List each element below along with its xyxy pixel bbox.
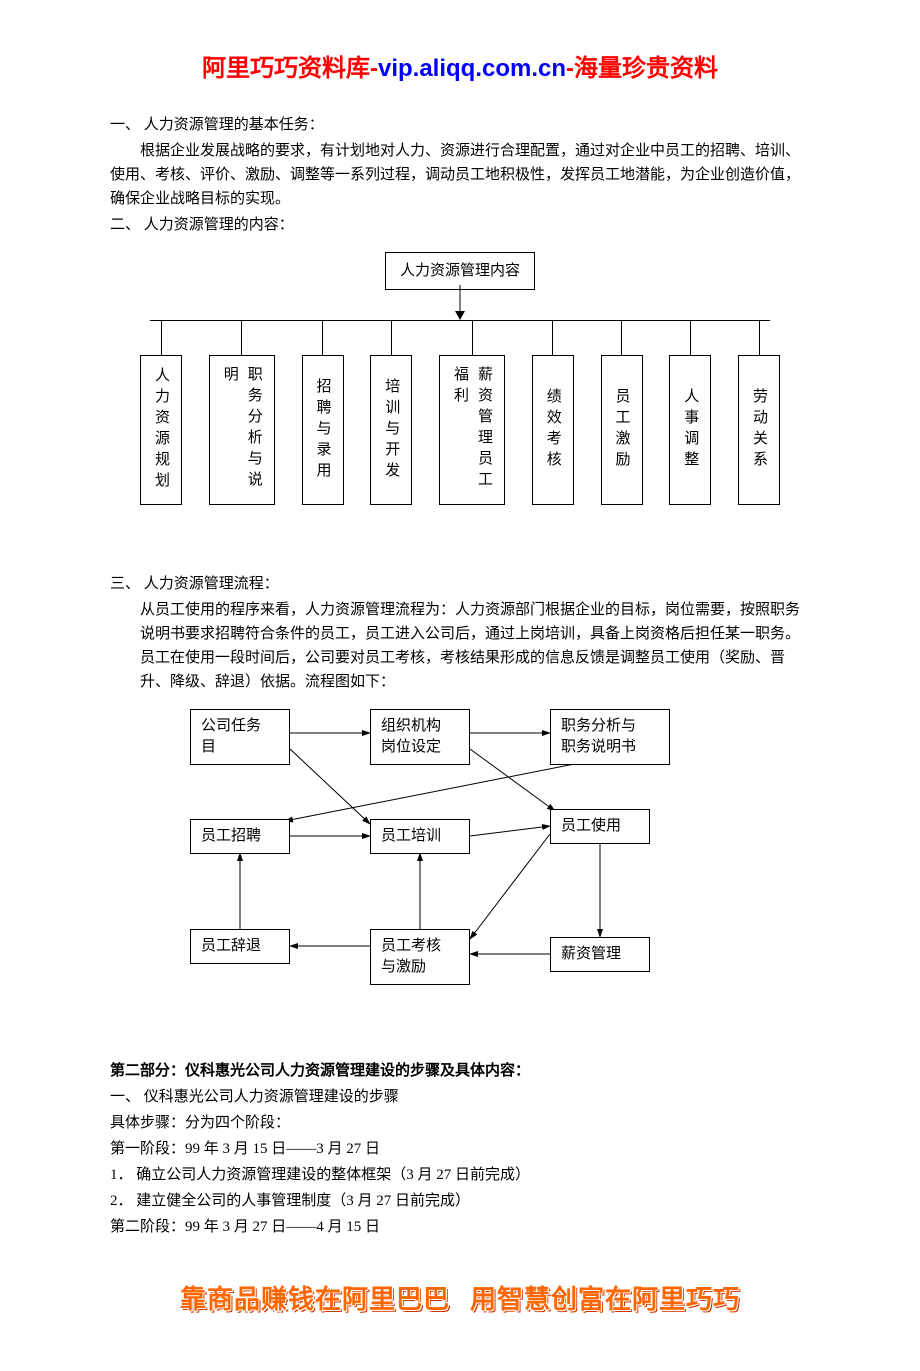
org-item-wrap: 员工激励 <box>601 320 643 505</box>
flow-box-b9: 薪资管理 <box>550 937 650 972</box>
org-vline <box>621 320 622 355</box>
footer-banner: 靠商品赚钱在阿里巴巴用智慧创富在阿里巧巧 <box>110 1269 810 1331</box>
org-item: 人事调整 <box>669 355 711 505</box>
org-item-wrap: 薪资管理员工福利 <box>439 320 505 505</box>
org-vline <box>690 320 691 355</box>
org-item-wrap: 招聘与录用 <box>302 320 344 505</box>
header-banner: 阿里巧巧资料库-vip.aliqq.com.cn-海量珍贵资料 <box>110 50 810 88</box>
header-part1: 阿里巧巧资料库- <box>202 55 378 82</box>
org-chart: 人力资源管理内容 人力资源规划职务分析与说明招聘与录用培训与开发薪资管理员工福利… <box>110 252 810 532</box>
org-item: 人力资源规划 <box>140 355 182 505</box>
part2-l6: 第二阶段：99 年 3 月 27 日——4 月 15 日 <box>110 1215 810 1239</box>
section1-body: 根据企业发展战略的要求，有计划地对人力、资源进行合理配置，通过对企业中员工的招聘… <box>110 139 810 211</box>
org-vline <box>472 320 473 355</box>
org-vline <box>552 320 553 355</box>
part2-l1: 一、 仪科惠光公司人力资源管理建设的步骤 <box>110 1085 810 1109</box>
flow-box-b6: 员工使用 <box>550 809 650 844</box>
part2-l4: 1． 确立公司人力资源管理建设的整体框架（3 月 27 日前完成） <box>110 1163 810 1187</box>
org-item: 薪资管理员工福利 <box>439 355 505 505</box>
header-part3: -海量珍贵资料 <box>566 55 718 82</box>
footer-p2: 用智慧创富在阿里巧巧 <box>470 1284 740 1314</box>
org-vline <box>322 320 323 355</box>
part2-l5: 2． 建立健全公司的人事管理制度（3 月 27 日前完成） <box>110 1189 810 1213</box>
part2-title: 第二部分：仪科惠光公司人力资源管理建设的步骤及具体内容： <box>110 1059 810 1083</box>
footer-p1: 靠商品赚钱在阿里巴巴 <box>180 1284 450 1314</box>
flow-box-b4: 员工招聘 <box>190 819 290 854</box>
org-item-wrap: 劳动关系 <box>738 320 780 505</box>
org-item-wrap: 绩效考核 <box>532 320 574 505</box>
part2-l2: 具体步骤：分为四个阶段： <box>110 1111 810 1135</box>
flow-box-b5: 员工培训 <box>370 819 470 854</box>
section1-title: 一、 人力资源管理的基本任务： <box>110 113 810 137</box>
org-item: 招聘与录用 <box>302 355 344 505</box>
org-item-wrap: 人事调整 <box>669 320 711 505</box>
section3-body: 从员工使用的程序来看，人力资源管理流程为：人力资源部门根据企业的目标，岗位需要，… <box>140 598 810 694</box>
org-item-wrap: 培训与开发 <box>370 320 412 505</box>
flow-box-b3: 职务分析与职务说明书 <box>550 709 670 765</box>
org-item: 培训与开发 <box>370 355 412 505</box>
org-item: 劳动关系 <box>738 355 780 505</box>
section3-title: 三、 人力资源管理流程： <box>110 572 810 596</box>
org-vline <box>391 320 392 355</box>
section2-title: 二、 人力资源管理的内容： <box>110 213 810 237</box>
org-item: 职务分析与说明 <box>209 355 275 505</box>
header-part2: vip.aliqq.com.cn <box>378 55 566 82</box>
flow-box-b2: 组织机构岗位设定 <box>370 709 470 765</box>
org-vline <box>241 320 242 355</box>
org-item: 绩效考核 <box>532 355 574 505</box>
org-chart-arrow <box>452 285 468 321</box>
org-item: 员工激励 <box>601 355 643 505</box>
flow-box-b7: 员工辞退 <box>190 929 290 964</box>
flow-box-b1: 公司任务目 <box>190 709 290 765</box>
org-chart-items: 人力资源规划职务分析与说明招聘与录用培训与开发薪资管理员工福利绩效考核员工激励人… <box>110 320 810 505</box>
flow-box-b8: 员工考核与激励 <box>370 929 470 985</box>
part2-l3: 第一阶段：99 年 3 月 15 日——3 月 27 日 <box>110 1137 810 1161</box>
org-vline <box>759 320 760 355</box>
flow-chart: 公司任务目 组织机构岗位设定 职务分析与职务说明书员工招聘 员工培训 员工使用员工辞退 员… <box>150 709 690 1029</box>
org-item-wrap: 人力资源规划 <box>140 320 182 505</box>
org-item-wrap: 职务分析与说明 <box>209 320 275 505</box>
org-vline <box>161 320 162 355</box>
